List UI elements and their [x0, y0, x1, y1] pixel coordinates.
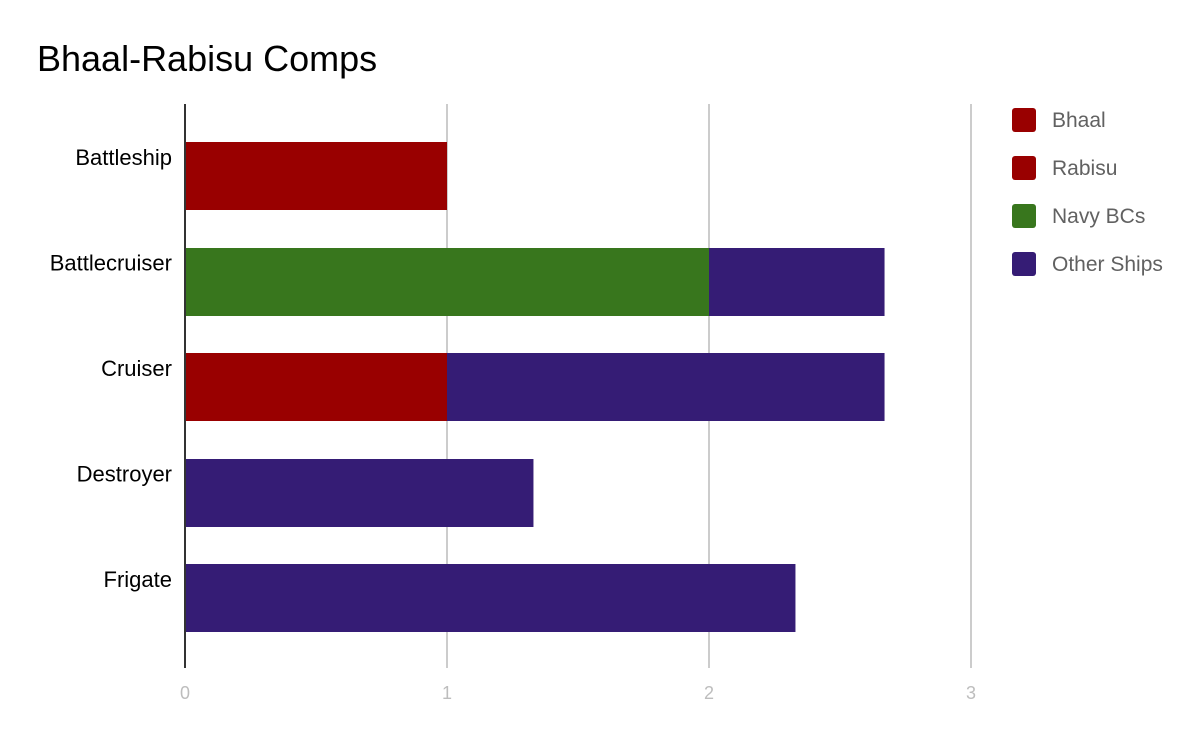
- bar-segment: [185, 459, 534, 527]
- category-label: Battleship: [75, 145, 172, 170]
- legend-swatch: [1012, 108, 1036, 132]
- bar-segment: [447, 353, 885, 421]
- x-tick-label: 1: [442, 683, 452, 703]
- legend: Bhaal Rabisu Navy BCs Other Ships: [1012, 108, 1163, 276]
- category-label: Cruiser: [101, 356, 172, 381]
- category-labels: Battleship Battlecruiser Cruiser Destroyer F…: [50, 145, 172, 592]
- legend-swatch: [1012, 252, 1036, 276]
- bar-segment: [185, 353, 447, 421]
- legend-label: Other Ships: [1052, 253, 1163, 276]
- legend-swatch: [1012, 204, 1036, 228]
- legend-label: Bhaal: [1052, 109, 1106, 132]
- legend-label: Rabisu: [1052, 157, 1117, 180]
- bar-segment: [185, 142, 447, 210]
- bars: [185, 142, 885, 632]
- bar-segment: [185, 248, 709, 316]
- x-tick-labels: 0 1 2 3: [180, 683, 976, 703]
- x-tick-label: 3: [966, 683, 976, 703]
- legend-label: Navy BCs: [1052, 205, 1145, 228]
- category-label: Battlecruiser: [50, 251, 172, 276]
- category-label: Frigate: [104, 567, 172, 592]
- bar-segment: [709, 248, 885, 316]
- x-tick-label: 0: [180, 683, 190, 703]
- category-label: Destroyer: [77, 462, 172, 487]
- x-tick-label: 2: [704, 683, 714, 703]
- legend-swatch: [1012, 156, 1036, 180]
- chart-title: Bhaal-Rabisu Comps: [37, 38, 377, 79]
- bar-segment: [185, 564, 796, 632]
